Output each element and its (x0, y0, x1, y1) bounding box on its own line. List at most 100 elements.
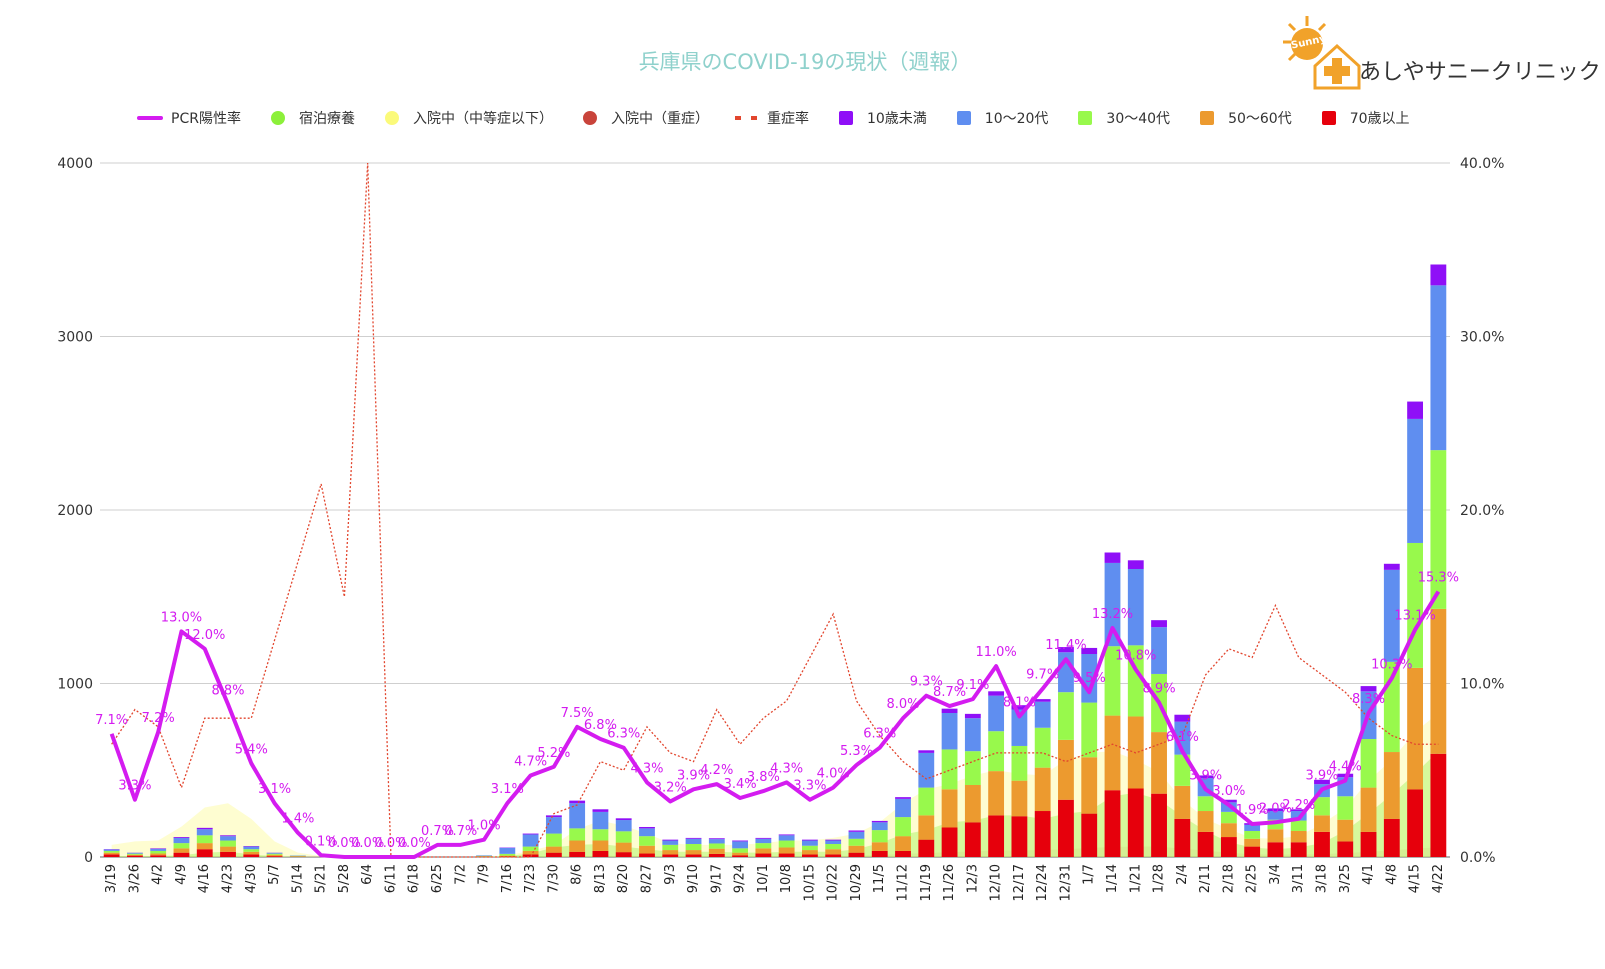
pcr-data-label: 4.0% (817, 767, 850, 782)
bar-segment (639, 836, 655, 846)
x-tick-label: 5/14 (290, 864, 305, 893)
x-tick-label: 7/30 (546, 864, 561, 893)
x-tick-label: 1/14 (1105, 864, 1120, 893)
x-tick-label: 2/25 (1245, 864, 1260, 893)
bar-segment (545, 817, 562, 834)
legend-label: 入院中（中等症以下） (412, 111, 553, 127)
y-left-tick-label: 3000 (57, 330, 93, 346)
bar-segment (639, 845, 655, 854)
bar-segment (1104, 552, 1121, 563)
bar-segment (150, 850, 167, 854)
pcr-data-label: 3.9% (1305, 768, 1338, 783)
bar-segment (1011, 709, 1028, 746)
bar-segment (778, 853, 795, 857)
bar-segment (895, 798, 911, 818)
bar-segment (1058, 692, 1074, 740)
bar-segment (941, 708, 958, 713)
pcr-data-label: 0.7% (421, 824, 454, 839)
pcr-data-label: 9.3% (910, 675, 943, 690)
x-tick-label: 1/28 (1152, 864, 1167, 893)
x-tick-label: 10/1 (756, 864, 771, 893)
bar-segment (941, 827, 958, 857)
x-tick-label: 4/23 (221, 864, 236, 893)
bar-segment (871, 820, 888, 823)
pcr-data-label: 1.4% (281, 812, 314, 827)
legend-item: 10歳未満 (831, 108, 927, 128)
x-tick-label: 10/8 (779, 864, 794, 893)
bar-segment (243, 846, 260, 850)
bar-segment (545, 852, 562, 857)
bar-segment (1197, 796, 1214, 812)
bar-segment (1383, 752, 1400, 819)
legend-label: 宿泊療養 (298, 111, 355, 127)
bar-segment (592, 840, 609, 851)
bar-segment (1011, 745, 1028, 781)
legend-item: 70歳以上 (1314, 108, 1410, 128)
bar-segment (103, 849, 120, 851)
bar-segment (848, 845, 865, 853)
bar-segment (127, 855, 143, 857)
bar-segment (476, 855, 492, 857)
legend-item: 入院中（重症） (575, 108, 709, 128)
pcr-data-label: 3.2% (654, 780, 687, 795)
bar-segment (988, 731, 1005, 772)
x-tick-label: 7/16 (500, 864, 515, 893)
y-right-tick-label: 20.0% (1460, 503, 1504, 519)
bar-segment (1011, 780, 1028, 817)
pcr-data-label: 5.4% (235, 742, 268, 757)
bar-segment (895, 797, 911, 799)
bar-segment (685, 843, 702, 851)
bar-segment (1267, 842, 1284, 857)
bar-segment (1034, 699, 1051, 702)
clinic-name: あしやサニークリニック (1359, 60, 1601, 85)
bar-segment (1127, 560, 1144, 569)
bar-segment (941, 789, 958, 828)
bar-segment (825, 849, 842, 855)
legend-swatch (135, 111, 165, 125)
bar-segment (173, 837, 190, 844)
pcr-data-label: 0.0% (398, 836, 431, 851)
bar-segment (1034, 811, 1051, 857)
bar-segment (103, 852, 120, 855)
bar-segment (569, 828, 586, 841)
bar-segment (127, 853, 143, 855)
bar-segment (848, 830, 865, 832)
bar-segment (1081, 654, 1098, 703)
x-tick-label: 1/7 (1082, 864, 1097, 885)
bar-segment (1151, 793, 1167, 857)
bar-segment (918, 815, 935, 840)
pcr-data-label: 4.7% (514, 754, 547, 769)
x-tick-label: 3/18 (1314, 864, 1329, 893)
legend-label: PCR陽性率 (171, 111, 241, 127)
severe-rate-line (111, 162, 1439, 858)
bar-segment (1197, 831, 1214, 857)
bar-segment (732, 840, 748, 842)
x-tick-label: 3/4 (1268, 864, 1283, 885)
bar-segment (639, 828, 655, 837)
x-tick-label: 12/10 (989, 864, 1004, 901)
y-right-tick-label: 10.0% (1460, 677, 1504, 693)
pcr-data-label: 1.9% (1236, 803, 1269, 818)
x-tick-label: 4/8 (1384, 864, 1399, 885)
pcr-data-label: 7.1% (95, 713, 128, 728)
pcr-data-label: 13.0% (161, 610, 202, 625)
bar-segment (895, 850, 911, 857)
bar-segment (1337, 841, 1354, 857)
bar-segment (848, 838, 865, 846)
pcr-data-label: 4.3% (770, 761, 803, 776)
x-tick-label: 9/17 (709, 864, 724, 893)
bar-segment (639, 853, 655, 857)
bar-segment (196, 849, 213, 857)
bar-segment (1104, 715, 1121, 791)
bar-segment (1430, 264, 1447, 286)
pcr-data-label: 10.3% (1371, 657, 1412, 672)
bar-segment (871, 830, 888, 843)
bar-segment (639, 826, 655, 829)
bar-segment (1220, 837, 1237, 857)
pcr-data-label: 8.7% (933, 685, 966, 700)
bar-segment (1104, 646, 1121, 716)
legend-item: 10～20代 (949, 108, 1048, 128)
bar-segment (732, 841, 748, 849)
bar-segment (196, 835, 213, 844)
bar-segment (685, 854, 702, 857)
